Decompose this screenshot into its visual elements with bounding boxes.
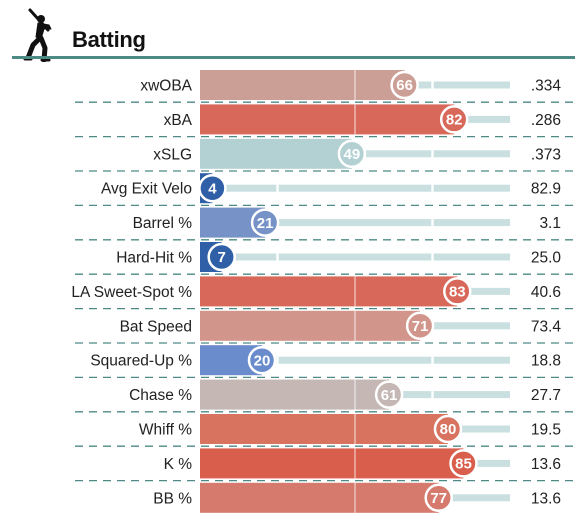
page-title: Batting	[72, 27, 146, 52]
percentile-label: 49	[344, 146, 361, 163]
percentile-bar	[200, 104, 455, 135]
metric-value: 73.4	[531, 318, 562, 335]
metric-label: Bat Speed	[120, 318, 192, 335]
metric-label: Whiff %	[139, 422, 192, 439]
percentile-marker	[449, 449, 478, 478]
bar-track	[200, 219, 510, 227]
percentile-bar	[200, 379, 390, 410]
track-tick	[431, 184, 434, 192]
percentile-label: 21	[257, 215, 274, 232]
metric-value: 82.9	[531, 181, 561, 198]
percentile-marker	[374, 380, 404, 409]
metric-label: BB %	[153, 490, 192, 507]
metric-value: .286	[531, 112, 561, 129]
percentile-marker	[250, 208, 280, 237]
track-tick	[431, 253, 434, 261]
metric-label: xSLG	[153, 146, 192, 163]
metric-value: 18.8	[531, 353, 561, 370]
percentile-marker	[337, 139, 367, 169]
bar-track	[200, 184, 510, 192]
track-tick	[276, 184, 279, 192]
metric-value: 13.6	[531, 490, 561, 507]
percentile-bar	[200, 310, 421, 341]
percentile-bar	[200, 138, 352, 169]
metric-value: 25.0	[531, 250, 562, 267]
metric-value: 19.5	[531, 422, 561, 439]
percentile-label: 20	[254, 352, 271, 369]
metric-label: LA Sweet-Spot %	[71, 284, 192, 301]
percentile-bar	[200, 276, 458, 307]
metric-label: Avg Exit Velo	[101, 181, 192, 198]
metric-label: Chase %	[129, 387, 192, 404]
metric-label: Squared-Up %	[90, 353, 192, 370]
track-tick	[431, 219, 434, 227]
percentile-label: 83	[449, 284, 466, 301]
metric-label: Barrel %	[133, 215, 193, 232]
track-tick	[276, 253, 279, 261]
percentile-marker	[390, 70, 419, 100]
percentile-label: 61	[381, 387, 398, 404]
percentile-bar	[200, 482, 439, 513]
percentile-marker	[439, 105, 469, 134]
percentile-marker	[433, 414, 463, 444]
track-tick	[431, 150, 434, 158]
percentile-bar	[200, 70, 405, 100]
percentile-bar	[200, 448, 464, 479]
metric-label: K %	[164, 456, 193, 473]
percentile-label: 66	[396, 77, 413, 94]
percentile-marker	[405, 311, 435, 341]
bar-track	[200, 356, 510, 364]
track-tick	[431, 356, 434, 364]
percentile-label: 7	[218, 249, 226, 266]
track-tick	[431, 81, 434, 89]
percentile-label: 71	[412, 318, 429, 335]
percentile-marker	[198, 173, 227, 203]
header: Batting	[0, 0, 585, 62]
track-tick	[431, 391, 434, 399]
percentile-marker	[247, 345, 277, 375]
metric-value: .373	[531, 146, 561, 163]
metric-value: 3.1	[539, 215, 561, 232]
percentile-marker	[207, 242, 236, 272]
metric-value: 27.7	[531, 387, 561, 404]
title-rule	[12, 56, 575, 59]
percentile-label: 4	[208, 180, 217, 197]
metric-value: 40.6	[531, 284, 561, 301]
bar-track	[200, 253, 510, 261]
track-tick	[276, 356, 279, 364]
percentile-marker	[443, 277, 472, 306]
percentile-label: 85	[455, 456, 472, 473]
percentile-marker	[424, 483, 453, 513]
metric-label: Hard-Hit %	[116, 250, 192, 267]
metric-label: xBA	[164, 112, 193, 129]
metric-value: .334	[531, 78, 562, 95]
metric-value: 13.6	[531, 456, 561, 473]
percentile-bar	[200, 414, 448, 444]
percentile-label: 80	[440, 421, 457, 438]
metric-label: xwOBA	[140, 78, 192, 95]
percentile-label: 82	[446, 112, 463, 129]
percentile-label: 77	[430, 490, 447, 507]
